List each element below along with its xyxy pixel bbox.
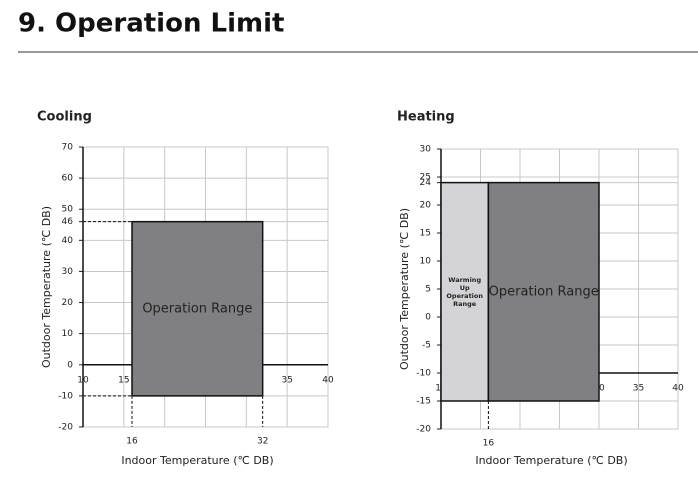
y-tick-label: 30 <box>62 267 74 277</box>
guide-label: 32 <box>257 437 268 447</box>
x-axis-label: Indoor Temperature (℃ DB) <box>475 454 627 467</box>
y-tick-label: 46 <box>62 217 74 227</box>
x-tick-label: 35 <box>633 384 644 394</box>
chart-title: Cooling <box>37 110 92 125</box>
region-label-line: Up <box>460 284 470 292</box>
page-title: 9. Operation Limit <box>18 9 284 39</box>
y-tick-label: 10 <box>62 329 74 339</box>
region <box>440 181 490 402</box>
region-label: Warming Up Operation Range <box>446 276 483 308</box>
region-label: Operation Range <box>142 301 252 316</box>
y-tick-label: 40 <box>62 236 74 246</box>
y-tick-label: 15 <box>420 229 431 239</box>
y-tick-label: 10 <box>420 257 432 267</box>
y-tick-label: 24 <box>420 178 432 188</box>
y-tick-label: -10 <box>58 391 73 401</box>
y-tick-label: -20 <box>416 425 431 435</box>
y-tick-label: -5 <box>422 341 431 351</box>
region-label-line: Warming <box>448 276 481 284</box>
y-tick-label: 5 <box>425 285 431 295</box>
region <box>131 220 264 397</box>
region-label-line: Operation <box>446 292 483 300</box>
y-tick-label: -20 <box>58 423 73 433</box>
y-tick-label: 0 <box>67 360 73 370</box>
y-tick-label: 0 <box>425 313 431 323</box>
y-tick-label: 70 <box>62 143 74 153</box>
guide-label: 16 <box>126 437 138 447</box>
x-tick-label: 40 <box>322 375 334 385</box>
y-tick-label: 60 <box>62 174 74 184</box>
y-tick-label: 20 <box>62 298 74 308</box>
x-tick-label: 35 <box>281 375 292 385</box>
y-tick-label: -10 <box>416 369 431 379</box>
y-tick-label: 50 <box>62 205 74 215</box>
y-tick-label: 30 <box>420 145 432 155</box>
guide-label: 16 <box>483 439 495 449</box>
y-axis-label: Outdoor Temperature (℃ DB) <box>40 206 53 368</box>
region-label-line: Range <box>453 300 477 308</box>
x-axis-label: Indoor Temperature (℃ DB) <box>121 454 273 467</box>
x-tick-label: 15 <box>118 375 129 385</box>
y-axis-label: Outdoor Temperature (℃ DB) <box>398 208 411 370</box>
x-tick-label: 40 <box>672 384 684 394</box>
region <box>487 181 600 402</box>
y-tick-label: 25 <box>420 173 431 183</box>
region-label: Operation Range <box>489 284 599 299</box>
chart-title: Heating <box>397 110 455 125</box>
y-tick-label: 20 <box>420 201 432 211</box>
y-tick-label: -15 <box>416 397 431 407</box>
